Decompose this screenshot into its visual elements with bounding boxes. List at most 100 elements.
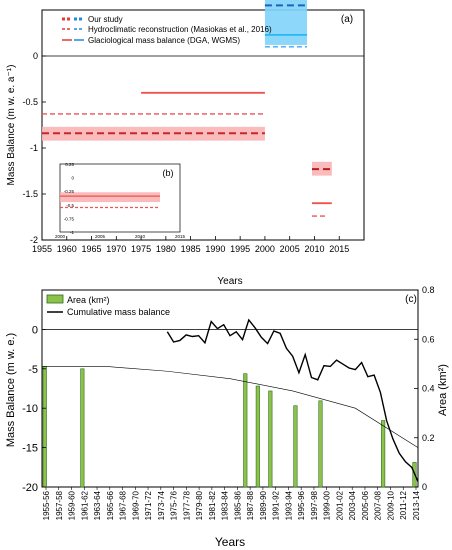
area-bar [318, 400, 323, 488]
x-tick-label: 1957-58 [55, 490, 64, 520]
panel-a-x-ticks: 1955 1960 1965 1970 1975 1980 1985 1990 1995 2000… [32, 236, 349, 254]
x-tick-label: 1980 [156, 244, 176, 254]
panel-a: 0 -0.5 -1 -1.5 -2 1955 1960 1965 1970 1975 1980 19… [6, 0, 365, 287]
inset-band [60, 192, 160, 203]
y-tick-label: 0 [33, 51, 38, 61]
panel-a-y-ticks: 0 -0.5 -1 -1.5 -2 [22, 51, 46, 245]
panel-a-lines [42, 4, 332, 217]
area-bar [80, 368, 85, 488]
x-tick-label: 1993-94 [284, 490, 293, 520]
panel-c-ylabel-right: Area (km²) [437, 364, 449, 416]
x-tick-label: 1981-82 [208, 490, 217, 520]
x-tick-label: 1971-72 [144, 490, 153, 520]
panel-a-label: (a) [341, 14, 353, 25]
x-tick-label: 2005-06 [361, 490, 370, 520]
x-tick-label: 2011-12 [399, 490, 408, 519]
legend-label-area: Area (km²) [67, 295, 110, 305]
panel-c-ylabel: Mass Balance (m w. e.) [5, 333, 17, 447]
panel-c-frame [41, 289, 419, 488]
x-tick-label: 1995-96 [297, 490, 306, 520]
area-bar [255, 385, 260, 488]
inset-y-ticks: 0.25 0 -0.25 -0.5 -0.75 -1 [64, 162, 75, 235]
panel-c-xlabel: Years [215, 535, 245, 549]
panel-c-area-trend [42, 366, 419, 448]
x-tick-label: 2015 [329, 244, 349, 254]
x-tick-label: 1969-70 [131, 490, 140, 520]
y-tick-label: -2 [30, 235, 38, 245]
legend-entry-area: Area (km²) [46, 294, 110, 305]
inset-x-tick-label: 2000 [55, 234, 66, 239]
y-tick-label: -10 [22, 403, 38, 415]
x-tick-label: 1960 [57, 244, 77, 254]
x-tick-label: 1977-78 [182, 490, 191, 520]
right-y-tick-label: 0.8 [422, 285, 435, 295]
legend-entry-hydroclimatic: Hydroclimatic reconstruction (Masiokas e… [62, 25, 272, 34]
x-tick-label: 1965-66 [106, 490, 115, 520]
x-tick-label: 1997-98 [310, 490, 319, 520]
x-tick-label: 1970 [106, 244, 126, 254]
panel-c-cumulative-line [166, 318, 419, 482]
x-tick-label: 1985 [181, 244, 201, 254]
y-tick-label: -0.5 [22, 97, 38, 107]
legend-swatch-area [46, 294, 64, 304]
panel-c-right-y-ticks: 0 0.2 0.4 0.6 0.8 [414, 285, 435, 492]
x-tick-label: 1991-92 [272, 490, 281, 520]
x-tick-label: 1985-86 [233, 490, 242, 520]
x-tick-label: 1975-76 [170, 490, 179, 520]
inset-x-tick-label: 2010 [135, 234, 146, 239]
panel-c-x-ticks: 1955-56 1957-58 1959-60 1961-62 1963-64 1965-… [42, 487, 421, 520]
x-tick-label: 1965 [82, 244, 102, 254]
area-bar [268, 390, 273, 488]
x-tick-label: 2003-04 [348, 490, 357, 520]
right-y-tick-label: 0 [422, 482, 427, 492]
y-tick-label: -1.5 [22, 189, 38, 199]
inset-bands [60, 192, 160, 203]
x-tick-label: 1983-84 [221, 490, 230, 520]
x-tick-label: 1973-74 [157, 490, 166, 520]
x-tick-label: 2007-08 [374, 490, 383, 520]
y-tick-label: 0 [32, 324, 38, 336]
panel-c-y-ticks: 0 -5 -10 -15 -20 [22, 324, 46, 494]
inset-y-tick-label: -0.25 [64, 189, 75, 194]
inset-y-tick-label: -1 [70, 230, 74, 235]
inset-y-tick-label: -0.5 [66, 203, 74, 208]
inset-lines [60, 195, 160, 209]
y-tick-label: -1 [30, 143, 38, 153]
inset-y-tick-label: -0.75 [64, 216, 75, 221]
panel-b-inset: 0.25 0 -0.25 -0.5 -0.75 -1 2000 2005 2010 2015 (… [55, 162, 186, 239]
right-y-tick-label: 0.2 [422, 433, 435, 443]
x-tick-label: 1959-60 [68, 490, 77, 520]
panel-a-xlabel: Years [217, 276, 242, 287]
legend-entry-glaciological: Glaciological mass balance (DGA, WGMS) [62, 36, 240, 45]
x-tick-label: 1963-64 [93, 490, 102, 520]
panel-c-legend: Area (km²) Cumulative mass balance [46, 294, 170, 317]
x-tick-label: 2000 [255, 244, 275, 254]
inset-y-tick-label: 0.25 [65, 162, 74, 167]
inset-x-tick-label: 2015 [175, 234, 186, 239]
x-tick-label: 1975 [131, 244, 151, 254]
area-trend-line [42, 366, 419, 448]
inset-y-tick-label: 0 [71, 176, 74, 181]
x-tick-label: 1955 [32, 244, 52, 254]
x-tick-label: 1990 [205, 244, 225, 254]
uncertainty-band [264, 0, 308, 45]
x-tick-label: 1999-00 [323, 490, 332, 520]
x-tick-label: 2001-02 [335, 490, 344, 520]
x-tick-label: 1955-56 [42, 490, 51, 520]
uncertainty-band [311, 161, 332, 176]
panel-b-label: (b) [163, 168, 174, 178]
area-bar [293, 405, 298, 488]
legend-label-cumulative: Cumulative mass balance [67, 307, 170, 317]
area-bar [42, 366, 47, 488]
legend-entry-our-study: Our study [62, 15, 123, 24]
inset-x-ticks: 2000 2005 2010 2015 [55, 234, 186, 239]
x-tick-label: 1989-90 [259, 490, 268, 520]
x-tick-label: 2010 [304, 244, 324, 254]
y-tick-label: -5 [28, 364, 38, 376]
x-tick-label: 1979-80 [195, 490, 204, 520]
right-y-tick-label: 0.4 [422, 384, 435, 394]
y-tick-label: -20 [22, 482, 38, 494]
x-tick-label: 1987-88 [246, 490, 255, 520]
y-tick-label: -15 [22, 443, 38, 455]
